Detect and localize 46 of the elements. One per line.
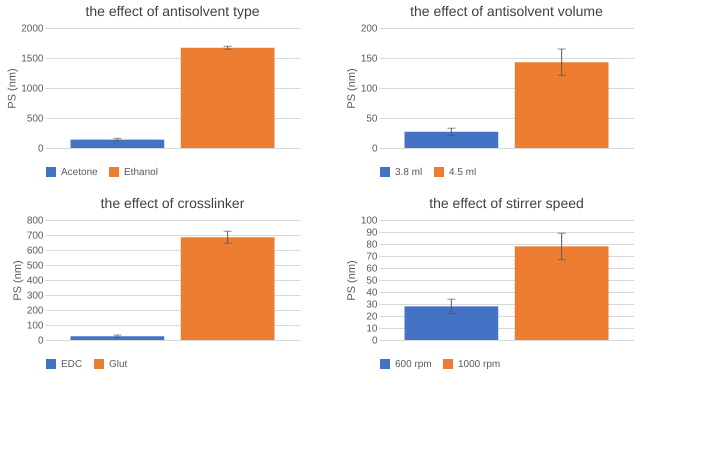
y-tick-label: 50 [366, 276, 378, 286]
y-tick-label: 0 [38, 144, 44, 154]
y-tick-label: 30 [366, 300, 378, 310]
y-tick-label: 0 [372, 144, 378, 154]
y-tick-label: 10 [366, 324, 378, 334]
y-tick-label: 500 [26, 114, 44, 124]
y-tick-label: 400 [26, 276, 44, 286]
y-axis-title: PS (nm) [12, 260, 24, 301]
y-tick-label: 60 [366, 264, 378, 274]
y-axis-title: PS (nm) [346, 260, 358, 301]
legend-label: Acetone [61, 167, 98, 178]
chart-title: the effect of stirrer speed [429, 195, 584, 211]
y-tick-label: 200 [360, 24, 378, 34]
legend-label: EDC [61, 359, 82, 370]
y-tick-label: 1500 [21, 54, 44, 64]
chart-title: the effect of antisolvent type [85, 3, 260, 19]
y-tick-label: 500 [26, 260, 44, 272]
y-tick-label: 1000 [21, 84, 44, 94]
y-tick-label: 600 [26, 246, 44, 256]
y-tick-label: 800 [26, 216, 44, 226]
y-tick-label: 40 [366, 288, 378, 298]
y-tick-label: 20 [366, 312, 378, 322]
y-tick-label: 80 [366, 240, 378, 250]
y-tick-label: 100 [360, 216, 378, 226]
y-tick-label: 0 [38, 336, 44, 346]
y-tick-label: 90 [366, 228, 378, 238]
y-tick-label: 200 [26, 306, 44, 316]
y-axis-title: PS (nm) [6, 68, 18, 109]
y-tick-label: 2000 [21, 24, 44, 34]
legend-label: 3.8 ml [395, 167, 422, 178]
y-tick-label: 700 [26, 230, 44, 242]
legend-label: Ethanol [124, 167, 158, 178]
y-tick-label: 70 [366, 252, 378, 262]
chart-title: the effect of crosslinker [100, 195, 245, 211]
legend-label: 4.5 ml [449, 167, 476, 178]
legend-label: 600 rpm [395, 359, 432, 370]
legend-label: Glut [109, 359, 128, 370]
chart-title: the effect of antisolvent volume [410, 3, 604, 19]
y-tick-label: 50 [366, 114, 378, 124]
legend-label: 1000 rpm [458, 359, 500, 370]
y-tick-label: 0 [372, 336, 378, 346]
y-tick-label: 100 [360, 84, 378, 94]
y-tick-label: 100 [26, 320, 44, 332]
y-axis-title: PS (nm) [346, 68, 358, 109]
y-tick-label: 150 [360, 54, 378, 64]
y-tick-label: 300 [26, 290, 44, 302]
